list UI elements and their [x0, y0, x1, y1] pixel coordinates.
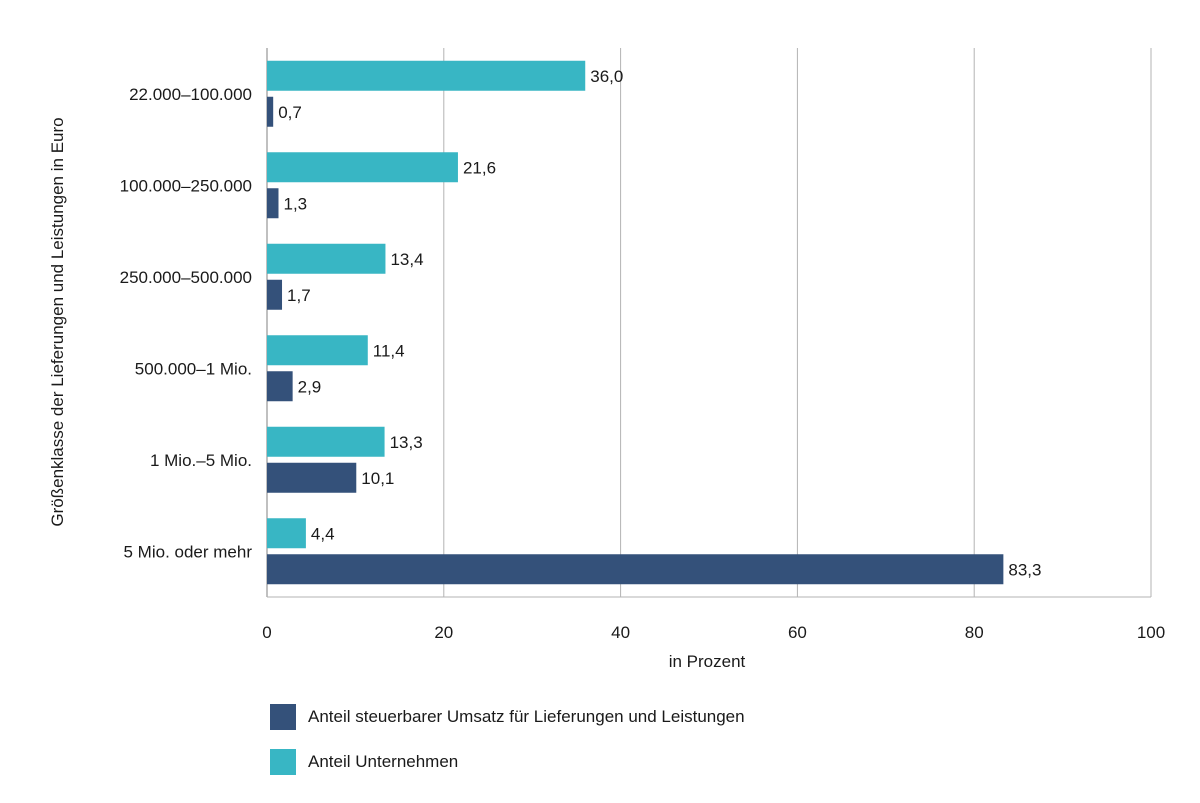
legend-item-unternehmen: Anteil Unternehmen	[270, 749, 745, 775]
y-tick-label-0: 22.000–100.000	[129, 85, 252, 104]
y-tick-label-4: 1 Mio.–5 Mio.	[150, 451, 252, 470]
data-label-s0-c1: 21,6	[463, 158, 496, 177]
x-tick-label-60: 60	[788, 623, 807, 642]
bar-s1-c0	[267, 96, 274, 127]
data-label-s1-c3: 2,9	[298, 377, 322, 396]
data-label-s1-c2: 1,7	[287, 286, 311, 305]
y-tick-label-3: 500.000–1 Mio.	[135, 359, 252, 378]
bar-s0-c4	[267, 426, 385, 457]
x-tick-label-40: 40	[611, 623, 630, 642]
data-label-s0-c3: 11,4	[373, 341, 405, 360]
legend-label-unternehmen: Anteil Unternehmen	[308, 752, 459, 771]
bar-s1-c5	[267, 554, 1004, 585]
data-label-s1-c1: 1,3	[283, 194, 307, 213]
bar-s0-c2	[267, 243, 386, 274]
x-tick-label-20: 20	[434, 623, 453, 642]
data-label-s0-c4: 13,3	[390, 433, 423, 452]
legend-item-umsatz: Anteil steuerbarer Umsatz für Lieferunge…	[270, 704, 745, 730]
legend-swatch-umsatz	[270, 704, 296, 730]
bar-s0-c3	[267, 335, 368, 366]
legend: Anteil steuerbarer Umsatz für Lieferunge…	[270, 704, 745, 794]
data-label-s1-c0: 0,7	[278, 103, 302, 122]
bar-chart: 0 20 40 60 80 100 22.000–100.000 36,0 0,7 100.000…	[48, 48, 1165, 671]
data-label-s1-c4: 10,1	[361, 469, 394, 488]
y-tick-label-5: 5 Mio. oder mehr	[124, 542, 253, 561]
y-tick-label-2: 250.000–500.000	[120, 268, 252, 287]
x-tick-label-80: 80	[965, 623, 984, 642]
legend-label-umsatz: Anteil steuerbarer Umsatz für Lieferunge…	[308, 707, 745, 726]
x-axis-title: in Prozent	[669, 652, 746, 671]
bar-s0-c0	[267, 60, 586, 91]
data-label-s1-c5: 83,3	[1008, 560, 1041, 579]
bar-s0-c1	[267, 152, 458, 183]
bar-s1-c2	[267, 279, 283, 310]
y-tick-label-1: 100.000–250.000	[120, 176, 252, 195]
y-axis-title: Größenklasse der Lieferungen und Leistun…	[48, 117, 67, 526]
bar-s1-c1	[267, 188, 279, 219]
bar-s1-c3	[267, 371, 293, 402]
bar-s0-c5	[267, 518, 306, 549]
data-label-s0-c5: 4,4	[311, 524, 335, 543]
legend-swatch-unternehmen	[270, 749, 296, 775]
x-tick-label-100: 100	[1137, 623, 1165, 642]
data-label-s0-c2: 13,4	[390, 250, 423, 269]
bar-s1-c4	[267, 462, 357, 493]
x-tick-label-0: 0	[262, 623, 271, 642]
data-label-s0-c0: 36,0	[590, 67, 623, 86]
